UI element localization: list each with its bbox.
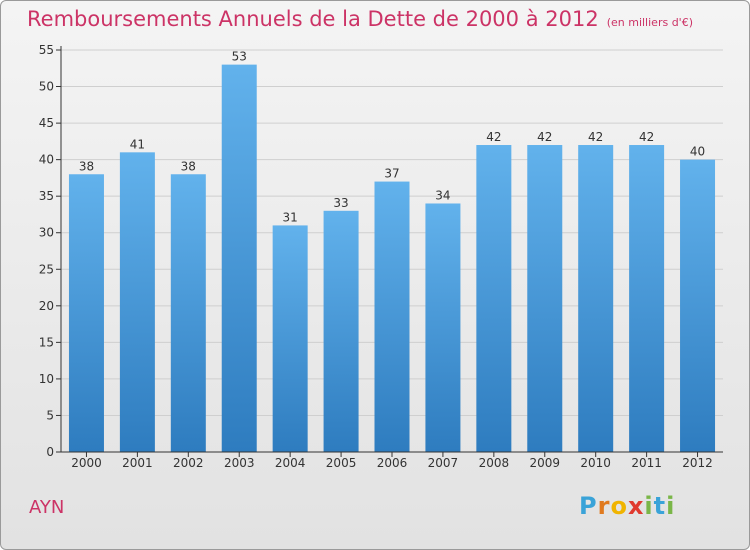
logo-letter: P <box>579 492 598 520</box>
bar-value-label: 42 <box>639 130 654 144</box>
bar <box>170 174 206 452</box>
x-tick-label: 2005 <box>326 456 357 470</box>
commune-name: AYN <box>29 497 65 518</box>
chart-title-text: Remboursements Annuels de la Dette de 20… <box>27 7 599 31</box>
x-tick-label: 2000 <box>71 456 102 470</box>
x-tick-label: 2012 <box>682 456 713 470</box>
logo-letter: x <box>627 492 645 520</box>
bar <box>629 145 665 452</box>
logo-letter: i <box>644 492 654 520</box>
bar <box>680 159 716 453</box>
bar <box>323 210 359 452</box>
bar <box>68 174 104 452</box>
y-tick-label: 50 <box>39 80 54 94</box>
logo-letter: r <box>597 492 611 520</box>
x-tick-label: 2007 <box>428 456 459 470</box>
x-tick-label: 2001 <box>122 456 153 470</box>
proxiti-logo: Proxiti <box>579 492 675 520</box>
x-tick-label: 2004 <box>275 456 306 470</box>
y-tick-label: 20 <box>39 299 54 313</box>
y-tick-label: 30 <box>39 226 54 240</box>
bars <box>68 64 716 453</box>
bar-value-label: 33 <box>333 196 348 210</box>
bar-value-label: 34 <box>435 188 450 202</box>
bar-value-label: 38 <box>79 159 94 173</box>
bar-value-label: 37 <box>384 167 399 181</box>
bar <box>527 145 563 452</box>
y-tick-label: 35 <box>39 189 54 203</box>
bar-value-label: 42 <box>537 130 552 144</box>
bar <box>578 145 614 452</box>
bar-value-label: 42 <box>486 130 501 144</box>
y-tick-label: 55 <box>39 43 54 57</box>
bar-value-label: 53 <box>232 50 247 64</box>
bar <box>119 152 155 452</box>
chart-title: Remboursements Annuels de la Dette de 20… <box>27 7 693 31</box>
x-tick-label: 2002 <box>173 456 204 470</box>
y-tick-label: 45 <box>39 116 54 130</box>
bar <box>272 225 308 452</box>
bar-value-label: 40 <box>690 145 705 159</box>
axes <box>56 46 723 457</box>
x-tick-label: 2010 <box>580 456 611 470</box>
x-tick-label: 2011 <box>631 456 662 470</box>
bar-value-label: 38 <box>181 159 196 173</box>
y-tick-label: 0 <box>46 445 54 459</box>
bar-value-label: 41 <box>130 137 145 151</box>
x-tick-label: 2006 <box>377 456 408 470</box>
y-tick-label: 10 <box>39 372 54 386</box>
labels: 0 5 10 15 20 25 30 35 40 45 50 55 38 2000 41 2001 38 2002… <box>39 43 713 470</box>
bar <box>425 203 461 452</box>
x-tick-label: 2003 <box>224 456 255 470</box>
bar <box>374 181 410 452</box>
logo-letter: o <box>610 492 628 520</box>
y-tick-label: 15 <box>39 335 54 349</box>
y-tick-label: 40 <box>39 153 54 167</box>
x-tick-label: 2008 <box>479 456 510 470</box>
chart-unit-text: (en milliers d'€) <box>606 16 693 29</box>
y-tick-label: 5 <box>46 408 54 422</box>
bar-value-label: 31 <box>283 210 298 224</box>
logo-letter: t <box>653 492 667 520</box>
bar <box>476 145 512 452</box>
bar-value-label: 42 <box>588 130 603 144</box>
x-tick-label: 2009 <box>529 456 560 470</box>
y-tick-label: 25 <box>39 262 54 276</box>
bar <box>221 64 257 453</box>
logo-letter: i <box>666 492 676 520</box>
